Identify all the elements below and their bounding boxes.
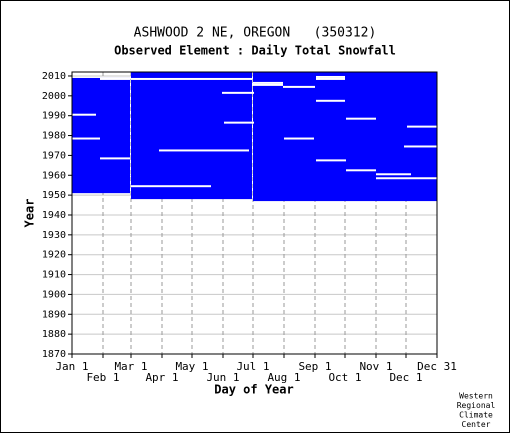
y-tick-label: 1960 [42,170,66,181]
y-axis-label: Year [23,199,37,228]
data-gap [346,117,376,120]
y-tick-label: 2010 [42,71,66,82]
x-tick-label: May 1 [175,360,208,373]
y-tick-label: 2000 [42,91,66,102]
x-tick-label: Jul 1 [236,360,269,373]
y-tick-label: 1920 [42,250,66,261]
data-gap [346,169,376,172]
data-gap [100,157,130,160]
data-gap [72,113,96,116]
x-tick-label: Feb 1 [86,371,119,384]
y-tick-label: 1970 [42,150,66,161]
y-tick-label: 1900 [42,289,66,300]
data-gap [131,77,252,80]
data-gap [224,121,254,124]
data-gap [284,137,314,140]
y-tick-label: 1990 [42,111,66,122]
credit-line: Climate [459,411,493,420]
x-tick-label: Oct 1 [328,371,361,384]
y-tick-label: 1890 [42,309,66,320]
x-tick-label: Jun 1 [206,371,239,384]
credit-line: Center [462,420,491,429]
x-tick-label: Dec 1 [389,371,422,384]
y-tick-label: 1870 [42,349,66,360]
data-gap [159,149,249,152]
data-gap [316,99,345,102]
credit-line: Western [459,392,493,401]
data-gap [253,83,283,86]
y-tick-label: 1980 [42,131,66,142]
data-gap [72,137,100,140]
data-gap [376,177,437,180]
y-tick-label: 1950 [42,190,66,201]
x-tick-label: Jan 1 [55,360,88,373]
chart-title: ASHWOOD 2 NE, OREGON (350312) [134,26,377,41]
data-block [253,72,437,202]
data-gap [131,185,211,188]
data-gap [407,125,437,128]
data-gap [100,77,130,80]
x-tick-label: Sep 1 [298,360,331,373]
x-tick-label: Mar 1 [114,360,147,373]
data-gap [404,145,437,148]
data-block [131,72,252,200]
y-tick-label: 1930 [42,230,66,241]
data-gap [253,81,283,84]
data-gap [222,91,254,94]
x-axis-label: Day of Year [214,383,293,397]
chart-subtitle: Observed Element : Daily Total Snowfall [114,44,396,58]
data-gap [283,85,315,88]
data-gap [316,77,345,80]
x-tick-label: Aug 1 [267,371,300,384]
data-gap [316,75,345,78]
x-tick-label: Dec 31 [417,360,457,373]
credit-line: Regional [457,401,496,410]
x-tick-label: Apr 1 [145,371,178,384]
y-tick-label: 1880 [42,329,66,340]
plot-border [71,71,438,355]
data-gap [376,173,411,176]
x-tick-label: Nov 1 [359,360,392,373]
data-gap [316,159,346,162]
data-block [72,77,130,194]
y-tick-label: 1910 [42,270,66,281]
y-tick-label: 1940 [42,210,66,221]
